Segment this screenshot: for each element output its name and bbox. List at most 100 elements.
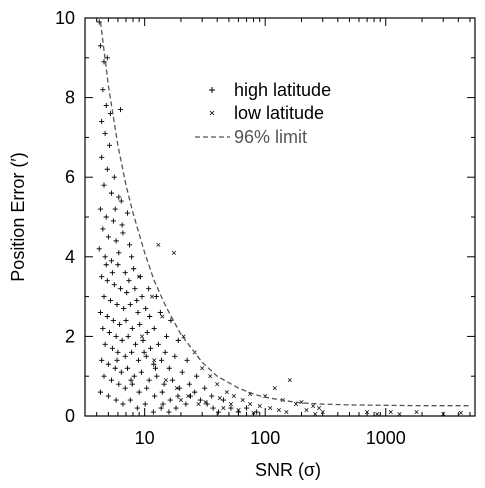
high-latitude-point-25 [120,230,126,236]
high-latitude-point-30 [115,262,121,268]
high-latitude-point-100 [97,389,104,395]
legend: high latitude low latitude 96% limit [195,80,331,147]
axes: 0 2 4 6 8 10 10 100 1000 SNR (σ) Position Error (′… [8,8,476,480]
high-latitude-point-114 [134,297,140,304]
high-latitude-point-143 [114,357,120,363]
high-latitude-point-109 [166,409,172,415]
high-latitude-point-8 [102,130,108,137]
high-latitude-point-5 [103,102,109,109]
high-latitude-point-80 [124,365,131,371]
high-latitude-point-10 [117,106,124,113]
low-latitude-point-43 [414,409,419,415]
high-latitude-point-34 [104,278,110,284]
high-latitude-point-52 [129,325,135,332]
high-latitude-point-139 [228,405,234,411]
high-latitude-point-32 [131,266,137,272]
high-latitude-point-110 [103,262,109,268]
high-latitude-point-129 [137,274,143,280]
low-latitude-point-40 [313,411,318,416]
high-latitude-point-18 [103,214,109,220]
high-latitude-point-55 [151,325,157,332]
low-latitude-point-39 [304,407,309,413]
high-latitude-point-35 [111,282,117,288]
low-latitude-point-12 [240,398,245,403]
high-latitude-point-90 [116,381,122,387]
high-latitude-point-101 [105,393,111,399]
x-tick-label: 100 [250,428,280,448]
high-latitude-point-120 [186,381,192,387]
high-latitude-point-112 [116,250,122,256]
low-latitude-point-5 [181,334,186,339]
high-latitude-point-22 [100,226,106,232]
high-latitude-point-121 [192,389,198,395]
low-latitude-point-2 [137,274,142,279]
high-latitude-point-1 [97,43,104,49]
high-latitude-point-50 [117,321,123,328]
high-latitude-point-98 [175,393,181,399]
high-latitude-point-40 [101,294,107,300]
low-latitude-point-33 [203,400,208,405]
high-latitude-point-117 [163,333,170,339]
high-latitude-point-13 [111,174,117,180]
x-tick-label: 10 [135,428,155,448]
legend-marker-high-latitude [209,87,215,93]
high-latitude-point-142 [254,409,260,415]
low-latitude-point-26 [196,402,201,407]
high-latitude-point-65 [162,349,168,355]
high-latitude-point-106 [142,401,148,407]
high-latitude-point-38 [132,286,138,292]
high-latitude-point-69 [122,353,128,359]
high-latitude-point-118 [172,353,178,359]
high-latitude-point-57 [106,329,113,336]
high-latitude-point-86 [169,377,176,383]
high-latitude-point-7 [99,118,105,125]
y-tick-label: 10 [55,8,75,28]
high-latitude-point-81 [131,373,137,379]
low-latitude-point-22 [311,404,316,409]
legend-label-low-latitude: low latitude [234,103,324,123]
low-latitude-point-8 [208,374,213,379]
high-latitude-point-36 [117,286,124,292]
high-latitude-point-126 [112,206,118,212]
high-latitude-point-37 [124,290,130,296]
high-latitude-point-21 [124,210,131,216]
y-tick-label: 2 [65,326,75,346]
high-latitude-point-134 [184,357,190,363]
high-latitude-point-133 [175,337,181,343]
high-latitude-point-4 [100,87,106,93]
high-latitude-point-138 [220,397,226,403]
high-latitude-point-66 [102,341,108,347]
low-latitude-point-34 [217,396,222,401]
high-latitude-point-127 [119,222,125,228]
legend-marker-low-latitude [209,110,215,116]
legend-label-limit: 96% limit [234,127,307,147]
high-latitude-point-62 [140,337,146,343]
high-latitude-point-93 [136,389,142,395]
low-latitude-point-32 [186,394,191,399]
high-latitude-point-105 [134,405,140,411]
high-latitude-point-76 [99,357,105,363]
x-tick-label: 1000 [366,428,406,448]
high-latitude-point-48 [104,313,110,320]
high-latitude-point-92 [129,381,135,387]
low-latitude-point-3 [149,294,155,299]
high-latitude-point-11 [99,154,105,160]
low-latitude-point-30 [163,378,168,383]
y-axis-title: Position Error (′) [8,152,28,281]
high-latitude-point-26 [126,242,133,248]
high-latitude-point-75 [166,365,172,371]
high-latitude-point-135 [194,373,200,379]
high-latitude-point-148 [173,405,179,411]
high-latitude-point-103 [120,401,126,407]
high-latitude-point-33 [99,274,105,280]
high-latitude-point-104 [127,397,133,403]
low-latitude-point-11 [231,394,236,399]
low-latitude-point-46 [375,411,380,416]
high-latitude-point-130 [146,286,152,292]
high-latitude-point-15 [108,190,115,196]
high-latitude-point-59 [119,337,125,343]
high-latitude-point-99 [183,401,189,407]
high-latitude-point-47 [97,309,104,316]
high-latitude-point-82 [138,369,145,375]
